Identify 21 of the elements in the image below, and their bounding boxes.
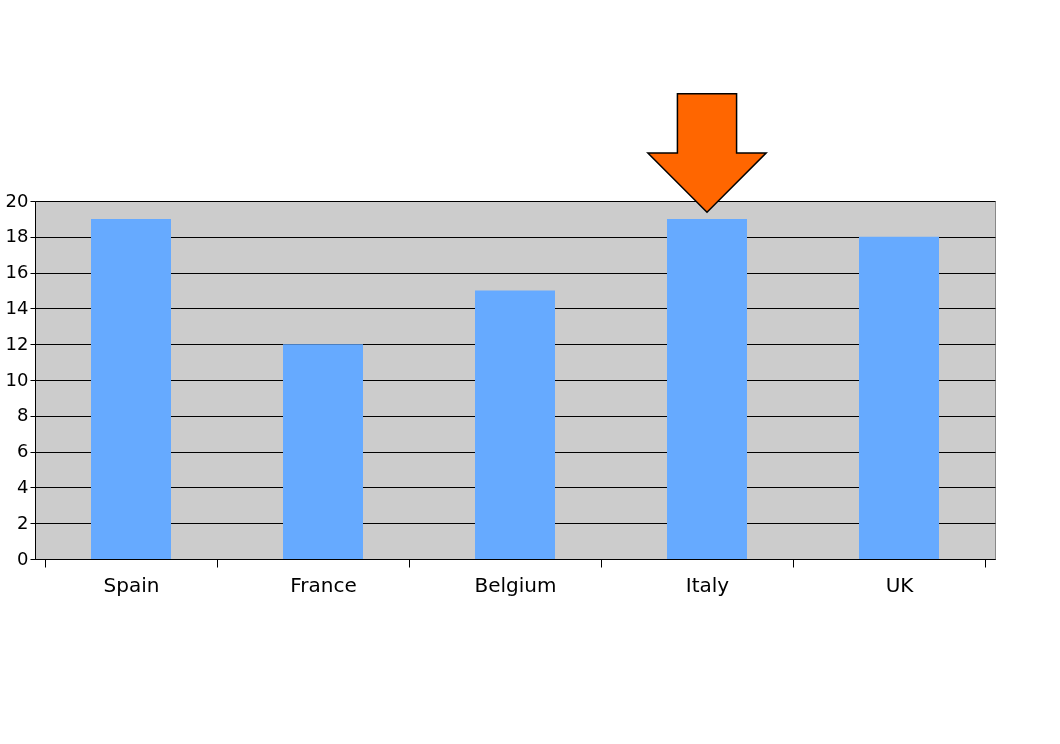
y-tick-label: 0 <box>17 547 29 569</box>
y-tick-label: 10 <box>5 368 29 390</box>
bar <box>91 218 171 559</box>
bar <box>475 290 555 559</box>
bar <box>859 236 939 559</box>
x-tick-label: Belgium <box>474 572 557 597</box>
bar <box>667 218 747 559</box>
x-tick-label: Italy <box>685 572 730 597</box>
y-tick-label: 6 <box>17 440 29 462</box>
y-tick-label: 12 <box>5 332 29 354</box>
x-tick-label: Spain <box>103 572 160 597</box>
y-tick-label: 8 <box>17 404 29 426</box>
x-tick-label: France <box>290 572 357 597</box>
bar <box>283 344 363 559</box>
y-tick-label: 2 <box>17 511 29 533</box>
y-tick-label: 16 <box>5 261 29 283</box>
y-tick-label: 18 <box>5 225 29 247</box>
x-tick-label: UK <box>885 572 915 597</box>
y-tick-label: 14 <box>5 296 29 318</box>
y-tick-label: 4 <box>17 475 29 497</box>
y-tick-label: 20 <box>5 189 29 211</box>
